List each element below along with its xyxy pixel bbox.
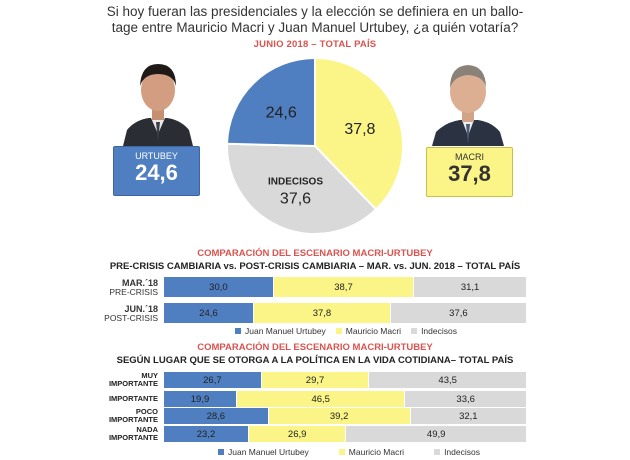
bar-segment-indecisos: 32,1 xyxy=(409,408,526,424)
bar-value-label: 19,9 xyxy=(190,393,210,405)
bar2-row-label-main: POCO xyxy=(135,407,158,416)
bar1-row-label-main: JUN.´18 xyxy=(124,304,158,314)
bar-segment-macri: 37,8 xyxy=(253,303,390,323)
bar-segment-urtubey: 23,2 xyxy=(164,426,248,442)
bar-segment-urtubey: 30,0 xyxy=(164,277,273,297)
legend-macri: Mauricio Macri xyxy=(345,326,402,336)
bar2-row-label-sub: IMPORTANTE xyxy=(108,379,158,388)
bar1-row-label-sub: PRE-CRISIS xyxy=(109,287,158,297)
urtubey-photo xyxy=(115,52,201,146)
bar-segment-urtubey: 19,9 xyxy=(164,391,237,407)
section1-title: COMPARACIÓN DEL ESCENARIO MACRI-URTUBEY xyxy=(197,248,433,259)
macri-box: MACRI 37,8 xyxy=(426,147,513,197)
chart-subtitle: JUNIO 2018 – TOTAL PAÍS xyxy=(253,39,377,50)
bar2-row-2: 28,6 39,2 32,1 xyxy=(164,408,526,424)
bar-value-label: 32,1 xyxy=(459,410,478,422)
pie-value-label: 24,6 xyxy=(266,104,297,121)
legend-urtubey: Juan Manuel Urtubey xyxy=(228,447,309,457)
pie-slice-indecisos xyxy=(226,142,378,235)
bar-value-label: 38,7 xyxy=(334,281,353,293)
bar-value-label: 31,1 xyxy=(460,281,480,293)
bar2-row-label-main: NADA xyxy=(136,425,158,434)
bar1-row-label-1: JUN.´18 POST-CRISIS xyxy=(80,305,158,323)
bar-value-label: 46,5 xyxy=(311,393,330,405)
legend-2: Juan Manuel Urtubey Mauricio Macri Indec… xyxy=(208,447,480,457)
pie-value-label: 37,6 xyxy=(280,190,311,207)
bar1-row-label-sub: POST-CRISIS xyxy=(104,313,158,323)
macri-label: MACRI xyxy=(455,152,484,162)
legend-swatch-indecisos xyxy=(434,449,441,455)
bar2-row-label-0: MUY IMPORTANTE xyxy=(80,372,158,388)
question-text: Si hoy fueran las presidenciales y la el… xyxy=(100,4,530,36)
bar-segment-indecisos: 49,9 xyxy=(345,426,526,442)
bar-value-label: 49,9 xyxy=(426,428,446,440)
bar2-row-label-sub: IMPORTANTE xyxy=(108,415,158,424)
legend-urtubey: Juan Manuel Urtubey xyxy=(245,326,326,336)
bar-value-label: 43,5 xyxy=(438,374,457,386)
bar-value-label: 26,9 xyxy=(287,428,307,440)
bar-segment-macri: 29,7 xyxy=(260,372,369,388)
bar-segment-macri: 39,2 xyxy=(267,408,410,424)
legend-swatch-indecisos xyxy=(411,328,418,334)
legend-indecisos: Indecisos xyxy=(421,326,457,336)
section2-subtitle: SEGÚN LUGAR QUE SE OTORGA A LA POLÍTICA … xyxy=(116,355,514,366)
bar2-row-0: 26,7 29,7 43,5 xyxy=(164,372,526,388)
bar-value-label: 24,6 xyxy=(199,307,218,319)
bar2-row-label-main: IMPORTANTE xyxy=(108,394,158,403)
bar-value-label: 26,7 xyxy=(203,374,222,386)
legend-swatch-urtubey xyxy=(218,449,224,455)
bar2-row-3: 23,2 26,9 49,9 xyxy=(164,426,526,442)
bar-value-label: 29,7 xyxy=(305,374,325,386)
bar-value-label: 23,2 xyxy=(196,428,216,440)
pie-slice-urtubey xyxy=(226,56,316,148)
bar2-row-label-2: POCO IMPORTANTE xyxy=(80,408,158,424)
pie-slice-macri xyxy=(314,56,404,211)
bar-value-label: 28,6 xyxy=(206,410,226,422)
bar-segment-indecisos: 31,1 xyxy=(413,277,526,297)
legend-swatch-urtubey xyxy=(235,328,241,334)
pie-chart: 37,8 INDECISOS 37,6 24,6 xyxy=(226,56,404,235)
section2-title: COMPARACIÓN DEL ESCENARIO MACRI-URTUBEY xyxy=(197,342,433,353)
bar1-row-0: 30,0 38,7 31,1 xyxy=(164,277,526,297)
bar1-row-label-main: MAR.´18 xyxy=(121,278,158,288)
legend-1: Juan Manuel Urtubey Mauricio Macri Indec… xyxy=(225,326,457,336)
bar-segment-indecisos: 33,6 xyxy=(404,391,526,407)
legend-swatch-macri xyxy=(335,328,342,334)
bar2-row-label-3: NADA IMPORTANTE xyxy=(80,426,158,442)
question-line-1: Si hoy fueran las presidenciales y la el… xyxy=(106,4,524,19)
legend-macri: Mauricio Macri xyxy=(348,447,405,457)
bar-value-label: 37,8 xyxy=(312,307,332,319)
legend-indecisos: Indecisos xyxy=(444,447,480,457)
bar-segment-indecisos: 43,5 xyxy=(368,372,526,388)
bar-segment-indecisos: 37,6 xyxy=(389,303,526,323)
bar-value-label: 33,6 xyxy=(456,393,475,405)
bar-segment-macri: 26,9 xyxy=(247,426,346,442)
question-line-2: tage entre Mauricio Macri y Juan Manuel … xyxy=(111,20,519,35)
bar1-row-1: 24,6 37,8 37,6 xyxy=(164,303,526,323)
section1-subtitle: PRE-CRISIS CAMBIARIA vs. POST-CRISIS CAM… xyxy=(109,261,521,272)
bar-segment-macri: 46,5 xyxy=(236,391,405,407)
bar-value-label: 37,6 xyxy=(449,307,468,319)
urtubey-label: URTUBEY xyxy=(135,151,178,161)
bar2-row-label-sub: IMPORTANTE xyxy=(108,433,158,442)
urtubey-value: 24,6 xyxy=(135,160,178,185)
bar-value-label: 39,2 xyxy=(329,410,349,422)
bar-segment-urtubey: 28,6 xyxy=(164,408,268,424)
urtubey-box: URTUBEY 24,6 xyxy=(113,146,200,196)
bar1-row-label-0: MAR.´18 PRE-CRISIS xyxy=(80,279,158,297)
pie-value-label: 37,8 xyxy=(344,121,375,138)
bar2-row-1: 19,9 46,5 33,6 xyxy=(164,391,526,407)
pie-slice-label: INDECISOS xyxy=(268,176,323,187)
macri-photo xyxy=(424,52,512,146)
bar-segment-urtubey: 24,6 xyxy=(164,303,254,323)
bar-segment-urtubey: 26,7 xyxy=(164,372,261,388)
bar-segment-macri: 38,7 xyxy=(272,277,414,297)
macri-value: 37,8 xyxy=(448,161,491,186)
legend-swatch-macri xyxy=(338,449,345,455)
bar2-row-label-1: IMPORTANTE xyxy=(80,395,158,403)
bar2-row-label-main: MUY xyxy=(141,371,158,380)
bar-value-label: 30,0 xyxy=(209,281,228,293)
